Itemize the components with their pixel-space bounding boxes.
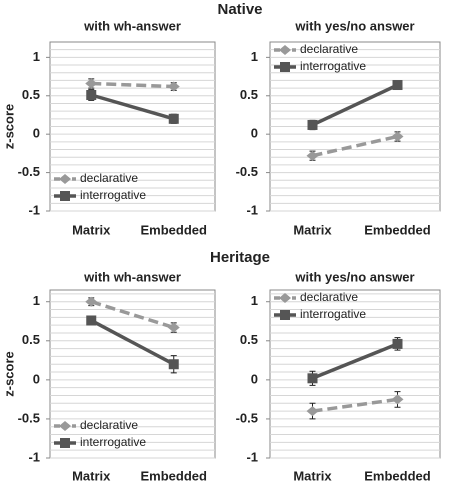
data-point (307, 373, 318, 384)
y-tick-label: -0.5 (236, 164, 258, 179)
series-line (90, 318, 175, 366)
panel-title: with yes/no answer (294, 269, 414, 284)
data-point (307, 119, 318, 130)
x-tick-label: Matrix (293, 468, 332, 483)
x-tick-label: Embedded (364, 468, 431, 483)
legend-label: declarative (300, 290, 358, 304)
data-point (167, 81, 180, 92)
legend-marker (59, 421, 71, 431)
panel-title: with yes/no answer (294, 18, 414, 33)
y-tick-label: -1 (28, 202, 40, 217)
data-point (85, 78, 98, 89)
plot-frame (49, 289, 216, 459)
series-line (91, 81, 174, 89)
data-point (306, 406, 319, 417)
legend-label: interrogative (300, 59, 366, 73)
y-tick-label: -0.5 (18, 410, 40, 425)
legend-label: declarative (300, 42, 358, 56)
data-point (168, 359, 179, 370)
y-tick-label: 0 (251, 371, 258, 386)
legend-marker (279, 293, 291, 303)
legend-label: interrogative (80, 188, 146, 202)
y-axis-label: z-score (1, 351, 16, 397)
x-tick-label: Matrix (293, 222, 332, 237)
data-point (86, 315, 97, 326)
y-tick-label: 1 (251, 293, 258, 308)
legend-label: interrogative (300, 307, 366, 321)
y-tick-label: 0.5 (240, 332, 258, 347)
x-tick-label: Embedded (141, 468, 208, 483)
panel-title: with wh-answer (83, 18, 181, 33)
y-tick-label: 0.5 (22, 87, 40, 102)
legend-marker (59, 174, 71, 184)
data-point (167, 322, 180, 333)
data-point (85, 296, 98, 307)
y-tick-label: 0.5 (240, 87, 258, 102)
y-tick-label: -1 (28, 449, 40, 464)
series-line (90, 93, 175, 121)
x-tick-label: Embedded (364, 222, 431, 237)
y-tick-label: 1 (33, 293, 40, 308)
x-tick-label: Matrix (72, 222, 111, 237)
y-tick-label: 0 (33, 126, 40, 141)
y-tick-label: 1 (33, 49, 40, 64)
series-line (311, 342, 399, 380)
section-heading: Native (217, 1, 262, 18)
legend-marker (279, 45, 291, 55)
y-tick-label: -1 (246, 202, 258, 217)
data-point (306, 150, 319, 161)
y-axis-label: z-score (1, 104, 16, 150)
y-tick-label: 1 (251, 49, 258, 64)
series-line (311, 83, 399, 127)
legend-marker (280, 62, 290, 72)
data-point (392, 338, 403, 349)
legend-label: declarative (80, 171, 138, 185)
y-tick-label: -1 (246, 449, 258, 464)
legend-marker (280, 310, 290, 320)
y-tick-label: 0 (251, 126, 258, 141)
legend-marker (60, 438, 70, 448)
data-point (392, 80, 403, 91)
x-tick-label: Embedded (141, 222, 208, 237)
data-point (168, 113, 179, 124)
y-tick-label: -0.5 (18, 164, 40, 179)
legend-label: interrogative (80, 435, 146, 449)
data-point (391, 131, 404, 142)
panel-title: with wh-answer (83, 269, 181, 284)
y-tick-label: 0.5 (22, 332, 40, 347)
y-tick-label: 0 (33, 371, 40, 386)
legend-marker (60, 191, 70, 201)
section-heading: Heritage (210, 249, 270, 266)
legend-label: declarative (80, 418, 138, 432)
x-tick-label: Matrix (72, 468, 111, 483)
y-tick-label: -0.5 (236, 410, 258, 425)
data-point (86, 90, 97, 101)
plot-frame (269, 289, 441, 459)
data-point (391, 394, 404, 405)
